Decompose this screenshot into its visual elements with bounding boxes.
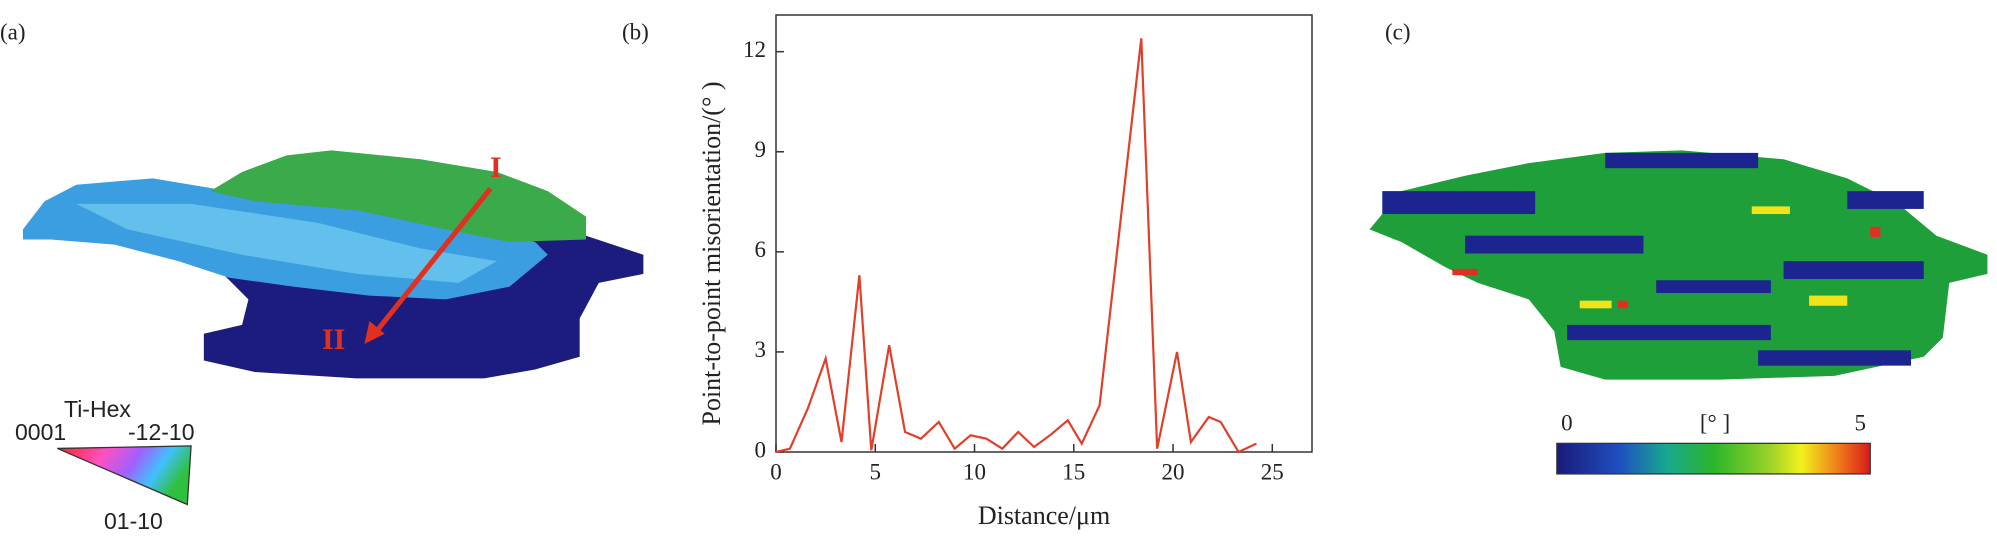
misorientation-map	[1369, 150, 1988, 475]
annotations: (a) (b) (c) Ti-Hex 0001 -12-10 01-10 I I…	[0, 19, 1730, 534]
x-tick-label: 0	[770, 459, 782, 484]
colorbar-tick-label: 5	[1854, 410, 1866, 435]
plot-frame	[775, 14, 1313, 453]
legend-corner: 01-10	[104, 508, 163, 534]
y-tick-label: 6	[755, 237, 767, 262]
legend-corner: 0001	[15, 419, 66, 445]
panel-label: (a)	[0, 19, 26, 44]
y-tick-label: 3	[755, 337, 767, 362]
path-marker: I	[490, 151, 502, 184]
orientation-map	[22, 150, 644, 506]
colorbar-tick-label: 0	[1561, 410, 1573, 435]
x-tick-label: 5	[870, 459, 882, 484]
panel-label: (b)	[622, 19, 649, 44]
y-tick-label: 0	[755, 437, 767, 462]
data-line	[775, 38, 1257, 454]
y-axis-label: Point-to-point misorientation/(° )	[697, 81, 726, 425]
x-tick-label: 20	[1162, 459, 1185, 484]
panel-label: (c)	[1385, 19, 1411, 44]
y-tick-label: 9	[755, 137, 767, 162]
legend-title: Ti-Hex	[64, 396, 131, 422]
x-axis-label: Distance/μm	[978, 501, 1110, 530]
path-marker: II	[322, 323, 345, 356]
y-tick-label: 12	[743, 37, 766, 62]
colorbar-label: [° ]	[1700, 410, 1730, 435]
x-tick-label: 10	[963, 459, 986, 484]
legend-corner: -12-10	[128, 419, 194, 445]
x-tick-label: 15	[1062, 459, 1085, 484]
x-tick-label: 25	[1261, 459, 1284, 484]
